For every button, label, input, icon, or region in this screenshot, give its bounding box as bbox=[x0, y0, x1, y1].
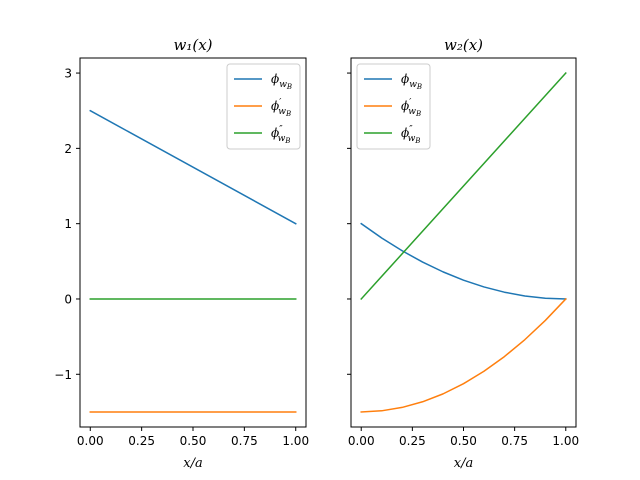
series-line-1 bbox=[360, 297, 567, 413]
legend: ϕwB ϕ′ wB ϕ″ wB bbox=[226, 63, 301, 150]
x-axis-label: x/a bbox=[183, 456, 202, 471]
x-tick-label: 0.75 bbox=[231, 434, 258, 448]
y-tick-label: −1 bbox=[54, 368, 72, 382]
series-line-2 bbox=[360, 72, 567, 301]
subplot-w1: 0.00 0.25 0.50 0.75 1.00 −1 0 1 2 3 w₁(x) x/a ϕwB ϕ′ w… bbox=[54, 36, 309, 471]
x-tick-label: 0.00 bbox=[77, 434, 104, 448]
y-tick-label: 1 bbox=[64, 217, 72, 231]
chart-title: w₁(x) bbox=[173, 36, 212, 54]
legend-label-2: ϕ″ wB bbox=[401, 125, 420, 145]
series-line-0 bbox=[360, 222, 567, 300]
legend-label-1: ϕ′ wB bbox=[271, 98, 291, 118]
x-tick-label: 1.00 bbox=[282, 434, 309, 448]
x-tick-label: 0.25 bbox=[128, 434, 155, 448]
legend-box bbox=[356, 63, 431, 150]
x-tick-label: 0.25 bbox=[399, 434, 426, 448]
legend-box bbox=[226, 63, 301, 150]
y-tick-label: 2 bbox=[64, 142, 72, 156]
series-line-0 bbox=[89, 109, 297, 225]
x-tick-label: 1.00 bbox=[552, 434, 579, 448]
x-tick-label: 0.50 bbox=[450, 434, 477, 448]
y-tick-label: 0 bbox=[64, 292, 72, 306]
x-tick-label: 0.50 bbox=[180, 434, 207, 448]
chart-title: w₂(x) bbox=[444, 36, 483, 54]
x-tick-label: 0.00 bbox=[348, 434, 375, 448]
legend-label-1: ϕ′ wB bbox=[401, 98, 421, 118]
x-axis-label: x/a bbox=[454, 456, 473, 471]
legend-label-0: ϕwB bbox=[271, 72, 292, 91]
legend-label-0: ϕwB bbox=[401, 72, 422, 91]
legend-label-2: ϕ″ wB bbox=[271, 125, 290, 145]
x-tick-label: 0.75 bbox=[501, 434, 528, 448]
y-tick-label: 3 bbox=[64, 67, 72, 81]
subplot-w2: 0.00 0.25 0.50 0.75 1.00 w₂(x) x/a ϕwB ϕ′ wB ϕ″ wB bbox=[347, 36, 579, 471]
legend: ϕwB ϕ′ wB ϕ″ wB bbox=[356, 63, 431, 150]
